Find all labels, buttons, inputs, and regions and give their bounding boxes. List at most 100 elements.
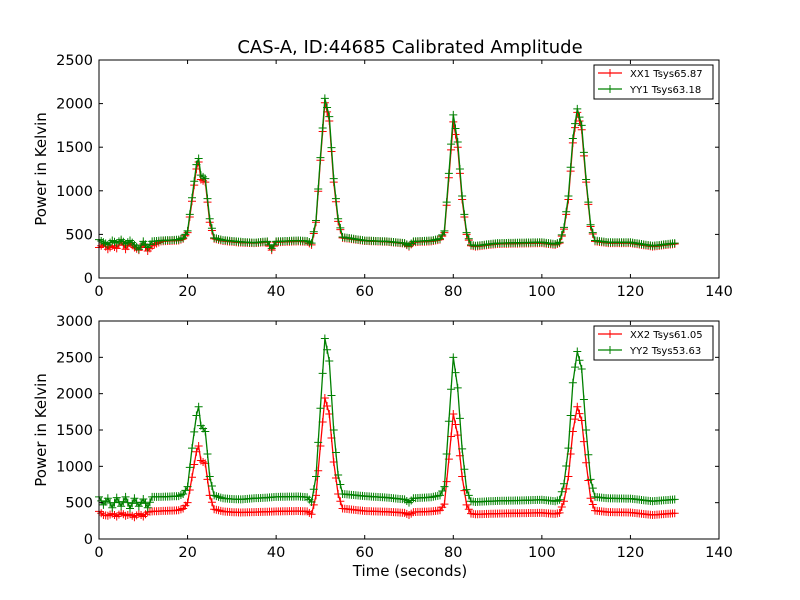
top-chart-axes-frame [98,59,720,279]
bottom-chart-series-1-marker [568,378,577,387]
bottom-chart-series-1-marker [320,334,329,343]
top-chart-series-1-marker [336,223,345,232]
top-chart-xtick-label: 60 [355,284,373,300]
top-chart-series-1-marker [462,228,471,237]
bottom-chart-data [95,334,679,522]
bottom-chart-series-1-marker [203,449,212,458]
top-chart-legend: XX1 Tsys65.87 YY1 Tsys63.18 [593,64,714,100]
bottom-chart-series-0-marker [555,508,564,517]
top-chart-series-1-marker [588,228,597,237]
bottom-chart-series-1-marker [453,383,462,392]
bottom-chart-series-0-marker [588,500,597,509]
top-chart-series-1-marker [316,153,325,162]
bottom-chart-series-1-marker [460,465,469,474]
top-chart-data [95,94,679,255]
top-chart-ytick-label: 1000 [56,184,93,200]
bottom-chart-series-1-marker [183,482,192,491]
bottom-chart-series-0-marker [192,447,201,456]
bottom-chart-ylabel: Power in Kelvin [32,373,50,487]
bottom-chart-legend-marker-1 [606,346,614,354]
top-chart-series-1-marker [331,194,340,203]
bottom-chart-series-1-marker [185,463,194,472]
bottom-chart-series-1-marker [442,449,451,458]
bottom-chart-ytick-label: 3000 [56,314,93,330]
bottom-chart-legend-marker-0 [606,330,614,338]
bottom-chart-series-0-marker [307,510,316,519]
top-chart-series-1-marker [560,223,568,232]
top-chart-ylabel: Power in Kelvin [32,112,50,226]
top-chart-series-1-marker [309,227,318,236]
bottom-chart-series-1-marker [560,479,568,488]
bottom-chart-ytick-label: 0 [84,532,93,548]
bottom-chart-xtick-label: 0 [94,545,103,561]
top-chart-series-1-marker [670,239,679,248]
top-chart-series-1-marker [201,174,210,183]
bottom-chart-series-1-marker [458,444,467,453]
bottom-chart-series-0-marker [323,402,332,411]
bottom-chart-series-0-marker [573,402,582,411]
bottom-chart-series-1-marker [323,345,332,354]
bottom-chart-series-1-marker [205,472,214,481]
top-chart-series-1-marker [205,214,214,223]
bottom-chart-xtick-label: 20 [178,545,196,561]
bottom-chart-series-0-marker [440,500,449,509]
bottom-chart-series-1-marker [564,444,573,453]
bottom-chart-series-1-marker [108,503,117,512]
top-chart-series-1-marker [194,154,203,163]
bottom-chart-series-1-marker [670,495,679,504]
bottom-chart-series-1-marker [566,411,575,420]
top-chart-series-1-marker [460,210,469,219]
top-chart-series-1-marker [442,198,451,207]
bottom-chart-series-0-marker [190,460,199,469]
top-chart-series-1-marker [185,210,194,219]
top-chart-series-1-marker [568,134,577,143]
bottom-chart-legend-box [593,325,714,361]
bottom-chart-series-0-marker [320,394,329,403]
top-chart-xtick-label: 100 [528,284,556,300]
top-chart-series-1-marker [320,94,329,103]
top-chart-series-1-marker [584,198,593,207]
top-chart-legend-marker-0 [606,69,614,77]
bottom-chart-series-0-marker [571,415,580,424]
bottom-chart-series-0-marker [577,416,586,425]
bottom-chart-series-1-marker [449,353,458,362]
bottom-chart-series-1-marker [440,482,449,491]
top-chart-series-1-marker [451,124,460,133]
top-chart-series-1-marker [555,238,564,247]
bottom-chart-series-1-marker [325,356,334,365]
bottom-chart-series-1-marker [334,471,343,480]
bottom-chart-series-0-marker [451,420,460,429]
bottom-chart-series-1-marker [307,497,316,506]
bottom-chart-xtick-label: 120 [617,545,645,561]
top-chart-series-1-marker [307,239,316,248]
bottom-chart-series-1-marker [201,427,210,436]
top-chart-xtick-label: 20 [178,284,196,300]
bottom-chart-series-1-marker [451,368,460,377]
bottom-chart-series-1-marker [192,411,201,420]
top-chart-series-1-marker [562,207,571,216]
top-chart-xtick-label: 0 [94,284,103,300]
bottom-chart-series-1-marker [119,497,128,506]
bottom-chart-series-1-marker [436,491,444,500]
top-chart-series-1-marker [325,112,334,121]
top-chart-series-1-marker [564,192,573,201]
bottom-chart-series-1-marker [579,395,588,404]
top-chart-series-1-marker [464,234,473,243]
bottom-chart-xtick-label: 140 [705,545,733,561]
bottom-chart-series-0-marker [442,477,451,486]
bottom-chart-series-1-marker [329,426,338,434]
top-chart-series-1-marker [453,137,462,146]
bottom-chart-series-0-marker [575,409,584,418]
top-chart-series-1-marker [577,121,586,130]
top-chart-series-1-marker [329,174,338,183]
top-chart-series-1-marker [458,192,467,201]
bottom-chart-series-0-marker [194,441,203,450]
top-chart-series-1-marker [327,143,336,152]
top-chart-xtick-label: 140 [705,284,733,300]
bottom-chart-series-1-marker [586,475,595,484]
bottom-chart-series-1-marker [128,499,137,508]
top-chart-xtick-label: 40 [267,284,285,300]
bottom-chart-series-0-marker [314,466,323,475]
bottom-chart-series-1-marker [309,485,318,494]
top-chart-series-1-marker [575,113,584,122]
